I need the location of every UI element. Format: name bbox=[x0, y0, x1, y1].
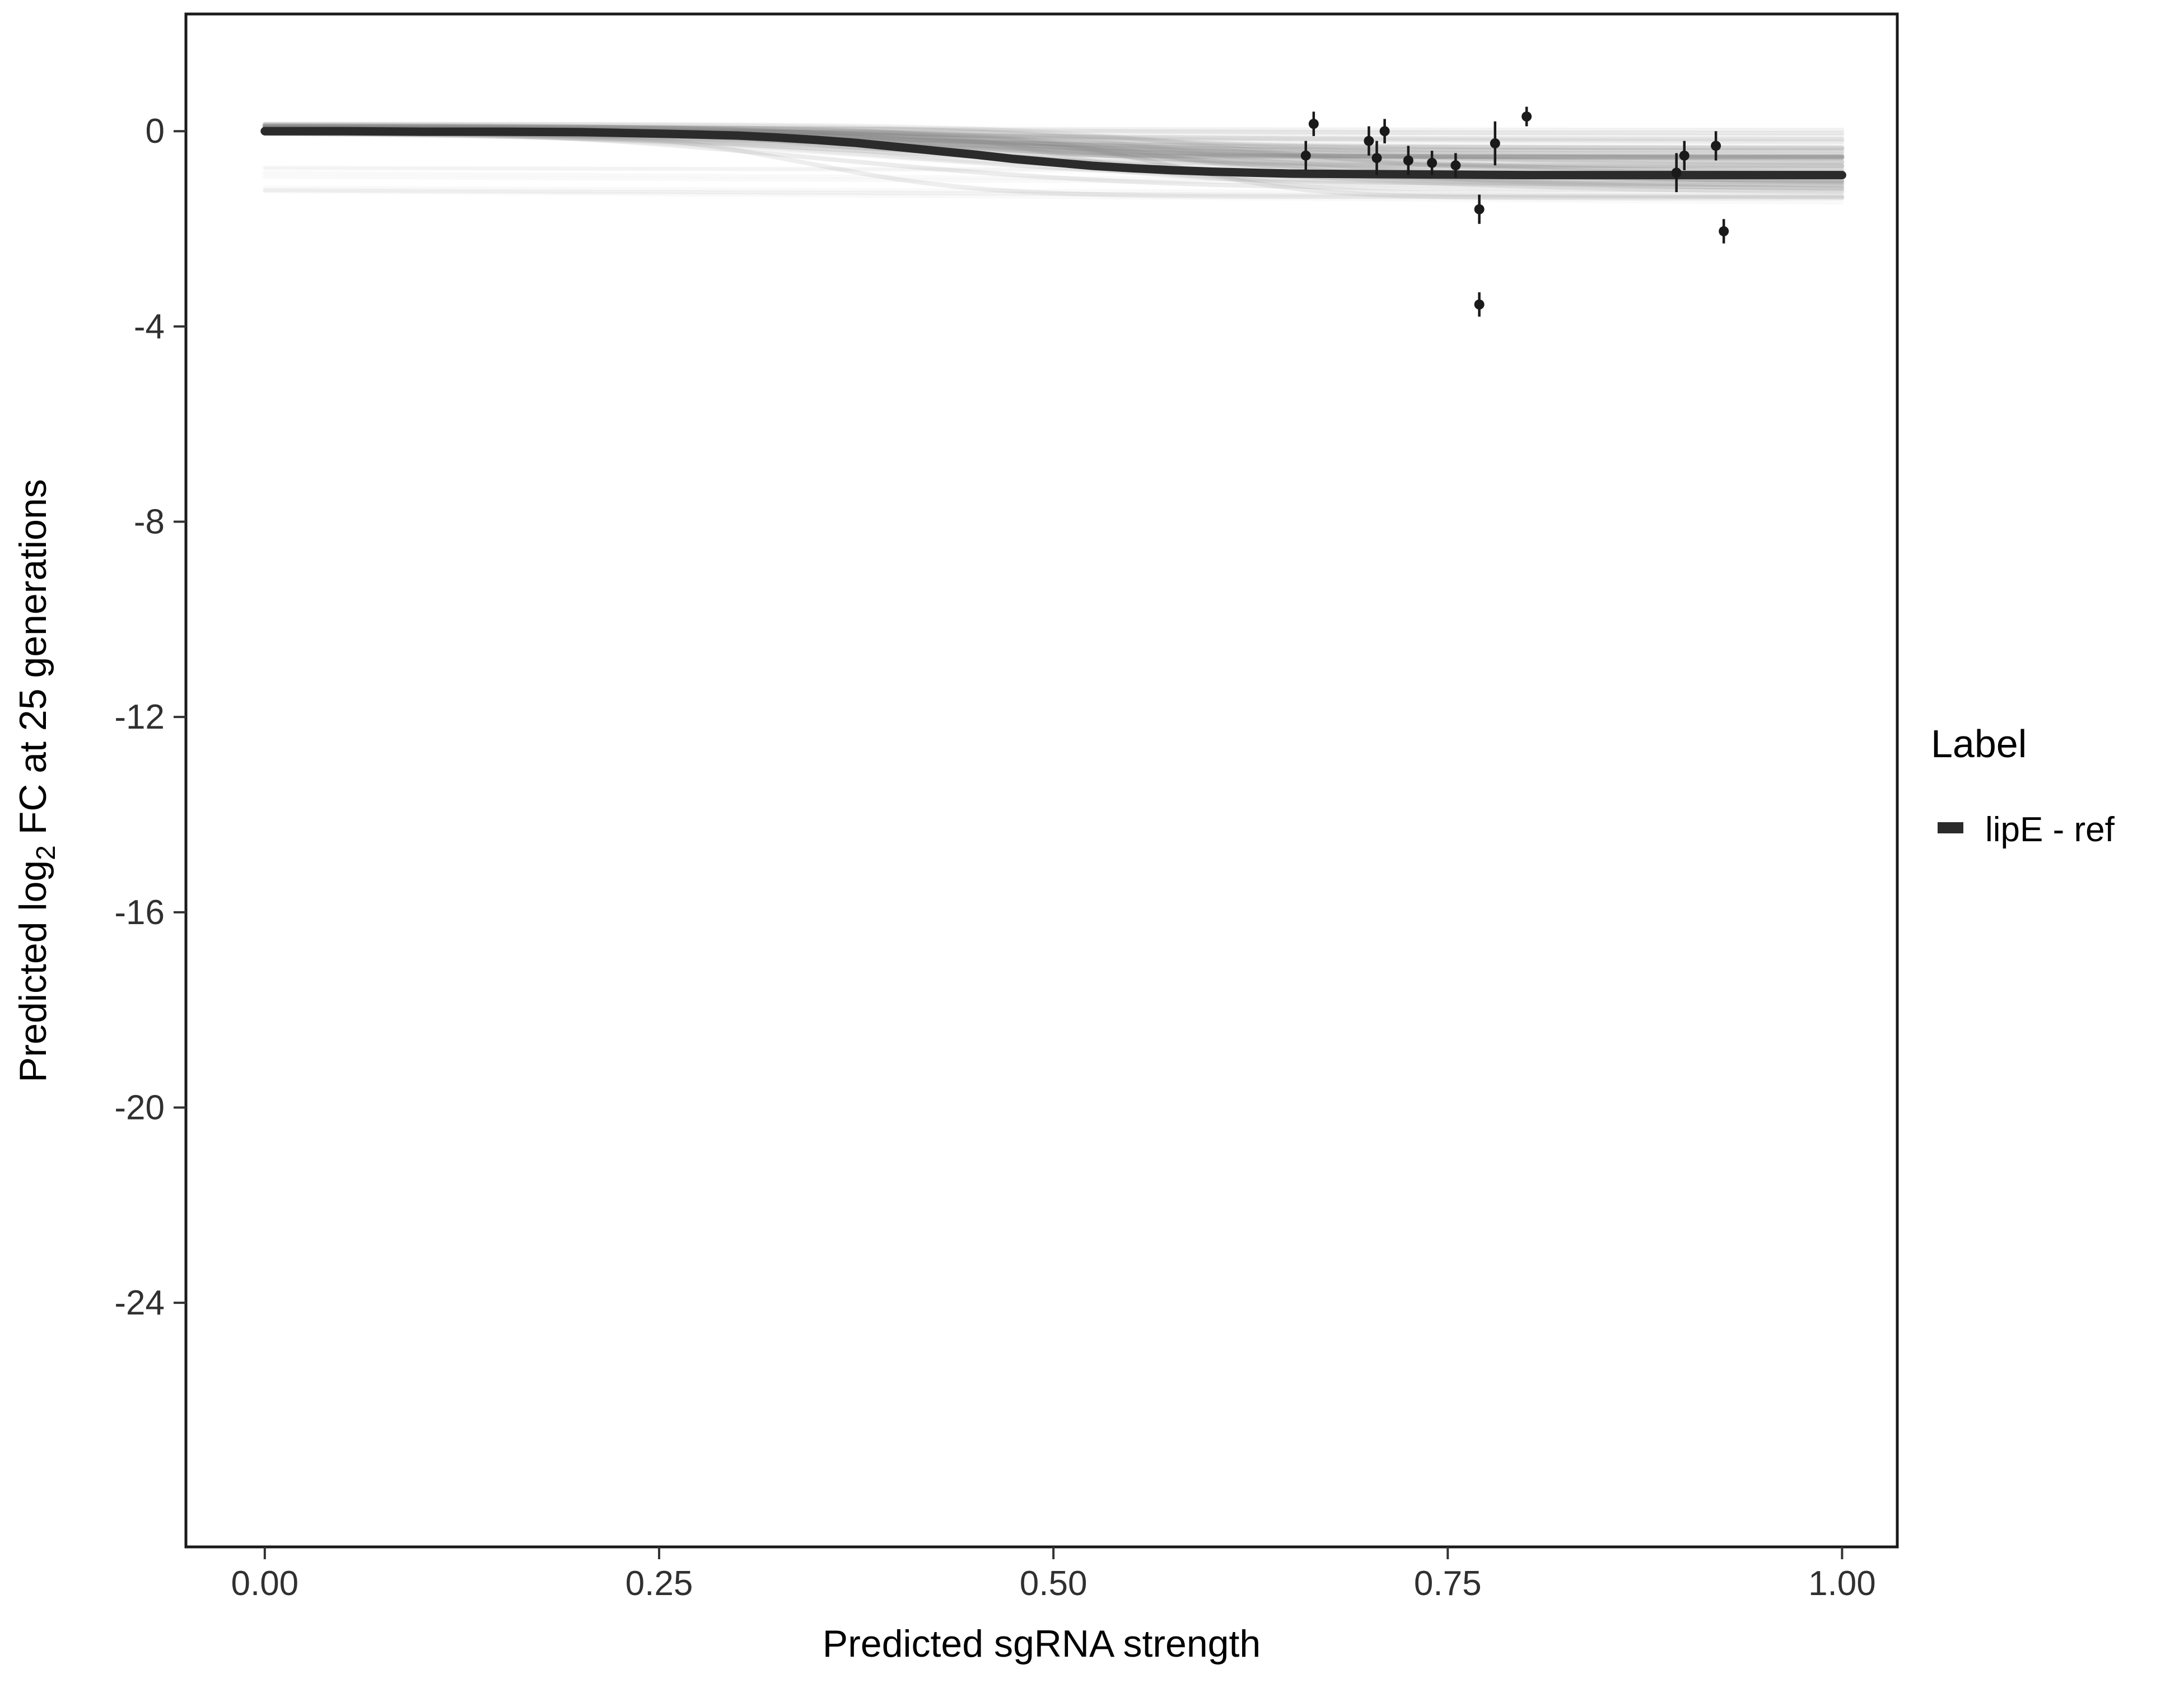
y-axis-title-suffix: FC at 25 generations bbox=[12, 479, 54, 845]
x-tick-label: 0.50 bbox=[1020, 1564, 1088, 1603]
data-point bbox=[1679, 150, 1690, 161]
y-axis-title-prefix: Predicted log bbox=[12, 860, 54, 1083]
x-axis-title: Predicted sgRNA strength bbox=[823, 1623, 1261, 1665]
ensemble-flat-curve bbox=[263, 188, 1844, 199]
data-point bbox=[1490, 138, 1500, 148]
data-point bbox=[1711, 141, 1721, 151]
data-points bbox=[1300, 106, 1729, 317]
ensemble-curve bbox=[262, 124, 1845, 160]
y-tick-label: -8 bbox=[134, 503, 165, 542]
x-tick-label: 0.00 bbox=[231, 1564, 298, 1603]
legend: Label lipE - ref bbox=[1931, 722, 2115, 849]
legend-entry: lipE - ref bbox=[1938, 810, 2115, 849]
ensemble-curve bbox=[262, 122, 1845, 165]
data-point bbox=[1474, 204, 1485, 215]
y-tick-label: -4 bbox=[134, 307, 165, 346]
ensemble-flat-curve bbox=[263, 189, 1844, 205]
legend-key-line-swatch bbox=[1938, 822, 1963, 833]
data-point bbox=[1450, 160, 1461, 171]
ensemble-curve bbox=[262, 122, 1845, 176]
ensemble-flat-curve bbox=[263, 188, 1844, 200]
legend-title: Label bbox=[1931, 722, 2027, 766]
x-tick-label: 1.00 bbox=[1808, 1564, 1876, 1603]
data-point bbox=[1522, 111, 1532, 122]
data-point bbox=[1379, 126, 1390, 137]
legend-entry-label: lipE - ref bbox=[1985, 810, 2115, 849]
ensemble-curve bbox=[262, 124, 1845, 152]
x-axis: 0.00 0.25 0.50 0.75 1.00 bbox=[231, 1547, 1876, 1603]
ensemble-curve bbox=[262, 122, 1845, 160]
data-point bbox=[1427, 157, 1438, 168]
ensemble-curve bbox=[262, 131, 1845, 183]
data-point bbox=[1474, 299, 1485, 310]
ensemble-curve bbox=[262, 125, 1845, 132]
fitted-curve bbox=[260, 127, 1846, 180]
ensemble-flat-curve bbox=[263, 171, 1844, 185]
ensemble-flat-curve bbox=[263, 185, 1844, 196]
y-tick-label: -16 bbox=[114, 893, 165, 932]
plot-panel-border bbox=[184, 12, 1899, 1549]
ensemble-curve bbox=[262, 124, 1845, 150]
data-point bbox=[1403, 155, 1413, 166]
data-point bbox=[1364, 136, 1374, 146]
ensemble-curve bbox=[262, 127, 1845, 193]
ensemble-curve bbox=[262, 125, 1845, 188]
y-tick-label: -24 bbox=[114, 1284, 165, 1322]
x-tick-label: 0.75 bbox=[1414, 1564, 1482, 1603]
ensemble-curve bbox=[262, 128, 1845, 190]
y-tick-label: -12 bbox=[114, 698, 165, 736]
y-axis: 0 -4 -8 -12 -16 -20 -24 bbox=[114, 112, 186, 1322]
ensemble-flat-curve bbox=[263, 175, 1844, 188]
y-tick-label: 0 bbox=[146, 112, 165, 151]
ensemble-curve bbox=[262, 123, 1845, 174]
x-tick-label: 0.25 bbox=[626, 1564, 693, 1603]
data-point bbox=[1719, 226, 1729, 236]
y-tick-label: -20 bbox=[114, 1089, 165, 1127]
ensemble-curve bbox=[262, 123, 1845, 136]
y-axis-title: Predicted log2 FC at 25 generations bbox=[12, 479, 61, 1083]
data-point bbox=[1308, 119, 1319, 129]
y-axis-title-subscript: 2 bbox=[31, 845, 61, 860]
fitted-curve-line bbox=[260, 127, 1846, 180]
ensemble-curve bbox=[262, 122, 1845, 191]
data-point bbox=[1371, 153, 1382, 164]
data-point bbox=[1300, 150, 1311, 161]
data-point bbox=[1671, 167, 1682, 178]
